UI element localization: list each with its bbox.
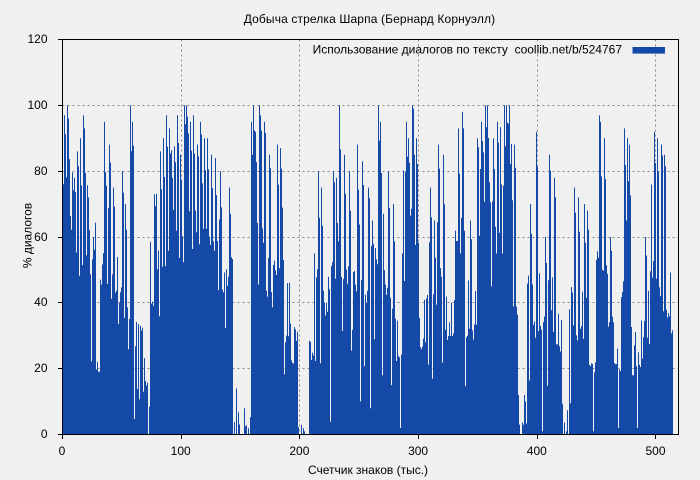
svg-text:120: 120 [27,32,47,46]
svg-text:300: 300 [408,444,428,458]
svg-text:Использование диалогов по текс: Использование диалогов по тексту coollib… [313,43,623,57]
svg-text:100: 100 [171,444,191,458]
svg-text:Счетчик знаков (тыс.): Счетчик знаков (тыс.) [308,463,428,477]
svg-text:Добыча стрелка Шарпа (Бернард: Добыча стрелка Шарпа (Бернард Корнуэлл) [244,12,496,26]
svg-text:400: 400 [527,444,547,458]
svg-text:0: 0 [41,427,48,441]
svg-text:200: 200 [289,444,309,458]
svg-text:80: 80 [34,164,48,178]
svg-text:20: 20 [34,361,48,375]
svg-text:0: 0 [59,444,66,458]
svg-text:60: 60 [34,230,48,244]
svg-text:500: 500 [645,444,665,458]
svg-text:40: 40 [34,295,48,309]
svg-text:100: 100 [27,98,47,112]
svg-text:% диалогов: % диалогов [21,203,35,268]
